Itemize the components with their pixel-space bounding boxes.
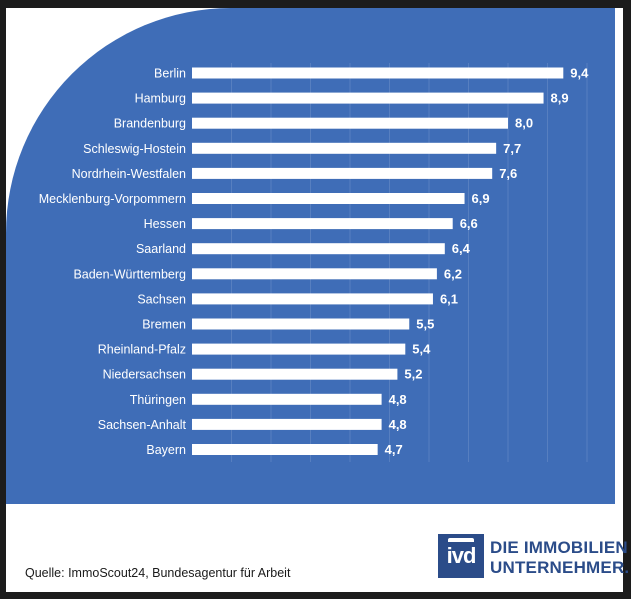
value-label: 5,2 (404, 367, 422, 382)
bar (192, 368, 398, 380)
category-label: Rheinland-Pfalz (98, 343, 186, 357)
bar (192, 92, 544, 104)
bar (192, 444, 378, 455)
logo-text-line-1: DIE IMMOBILIEN (490, 538, 628, 557)
value-label: 4,8 (389, 417, 407, 432)
bar (192, 218, 453, 230)
bar (192, 243, 445, 255)
category-label: Baden-Württemberg (73, 267, 186, 281)
category-label: Saarland (136, 242, 186, 256)
ivd-logo-mark: ivd (438, 534, 484, 578)
bar (192, 318, 410, 330)
value-label: 7,6 (499, 166, 517, 181)
value-label: 7,7 (503, 141, 521, 156)
value-label: 6,2 (444, 266, 462, 281)
logo-text-line-2: UNTERNEHMER. (490, 558, 630, 577)
value-label: 8,0 (515, 116, 533, 131)
ivd-logo: ivd DIE IMMOBILIEN UNTERNEHMER. (438, 532, 629, 582)
bar (192, 268, 437, 280)
bar (192, 343, 406, 355)
category-label: Brandenburg (114, 117, 186, 131)
bar (192, 142, 497, 154)
value-label: 9,4 (570, 66, 589, 81)
bar (192, 393, 382, 405)
bar (192, 167, 493, 179)
value-label: 8,9 (551, 91, 569, 106)
category-label: Bayern (146, 443, 186, 457)
category-label: Hessen (144, 217, 186, 231)
category-label: Sachsen (137, 292, 186, 306)
category-label: Schleswig-Hostein (83, 142, 186, 156)
category-label: Niedersachsen (103, 368, 186, 382)
bar (192, 193, 465, 204)
category-label: Mecklenburg-Vorpommern (39, 192, 186, 206)
bar (192, 67, 564, 79)
value-label: 4,7 (385, 442, 403, 457)
category-label: Hamburg (135, 92, 186, 106)
category-label: Sachsen-Anhalt (98, 418, 187, 432)
value-label: 6,6 (460, 216, 478, 231)
value-label: 6,9 (472, 191, 490, 206)
bar (192, 293, 433, 305)
category-label: Bremen (142, 318, 186, 332)
category-label: Nordrhein-Westfalen (72, 167, 186, 181)
source-note: Quelle: ImmoScout24, Bundesagentur für A… (25, 566, 291, 580)
value-label: 6,1 (440, 291, 458, 306)
value-label: 5,5 (416, 317, 434, 332)
category-label: Thüringen (130, 393, 186, 407)
value-label: 6,4 (452, 241, 471, 256)
value-label: 4,8 (389, 392, 407, 407)
category-label: Berlin (154, 67, 186, 81)
value-label: 5,4 (412, 342, 431, 357)
bar (192, 117, 508, 129)
bar (192, 418, 382, 430)
